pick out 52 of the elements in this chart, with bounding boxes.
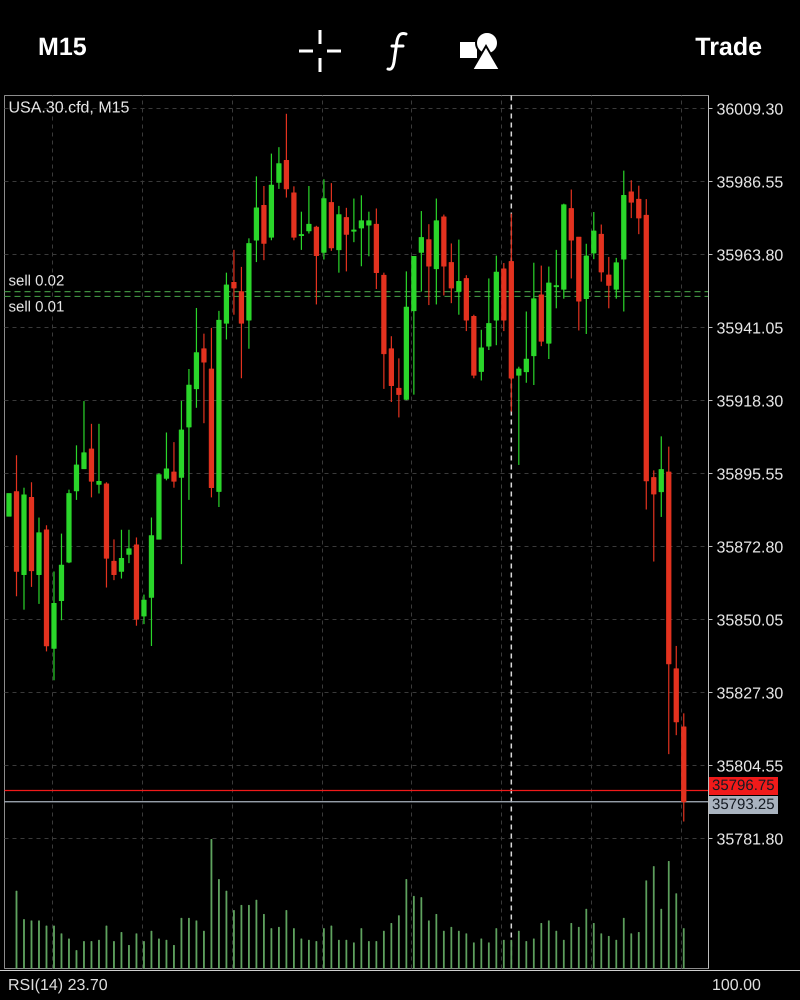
y-tick-label: 35895.55 (716, 466, 784, 484)
y-tick-label: 35963.80 (716, 247, 784, 264)
y-tick-label: 35850.05 (716, 612, 784, 630)
candlestick (231, 249, 237, 316)
candlestick (298, 211, 304, 250)
candlestick (606, 256, 612, 309)
y-tick-label: 36009.30 (716, 101, 784, 118)
candlestick (591, 211, 596, 260)
candlestick (524, 310, 529, 384)
candlestick (628, 180, 634, 219)
candlestick (81, 400, 87, 470)
candlestick (554, 249, 559, 309)
candlestick (351, 198, 356, 243)
y-tick-label: 35986.55 (716, 174, 784, 192)
ref-line-label: sell 0.01 (8, 298, 64, 316)
chart-title: USA.30.cfd, M15 (8, 100, 130, 116)
text: 100.00 (712, 976, 761, 996)
candlestick (658, 436, 664, 518)
candlestick (396, 358, 402, 418)
text: M15 (38, 32, 87, 63)
candlestick (516, 366, 522, 466)
candlestick (418, 210, 424, 292)
candlestick (651, 470, 656, 562)
text: RSI(14) 23.70 (8, 976, 108, 996)
y-tick-label: 35827.30 (716, 685, 784, 702)
candlestick (306, 185, 312, 234)
candlestick (486, 278, 492, 351)
candlestick (171, 442, 177, 488)
y-tick-label: 35804.55 (716, 758, 784, 776)
candlestick (126, 529, 132, 564)
candlestick (164, 432, 170, 481)
candlestick (366, 211, 372, 257)
ref-line-label: 35796.75 (709, 777, 778, 796)
y-tick-label: 35781.80 (716, 832, 784, 849)
candlestick (344, 207, 350, 272)
candlestick (118, 529, 124, 580)
candlestick (456, 239, 462, 316)
candlestick (141, 594, 147, 625)
ref-line-label: 35793.25 (709, 796, 778, 814)
y-tick-label: 35941.05 (716, 320, 784, 338)
ref-line-label: sell 0.02 (8, 272, 64, 290)
y-tick-label: 35872.80 (716, 539, 784, 556)
text: Trade (695, 32, 762, 63)
candlestick (111, 538, 117, 581)
candlestick (636, 185, 642, 235)
candlestick (276, 146, 282, 190)
candlestick (358, 194, 364, 267)
candlestick (201, 333, 207, 424)
y-tick-label: 35918.30 (716, 393, 784, 410)
candlestick (96, 423, 102, 494)
candlestick (6, 493, 12, 517)
candlestick (478, 329, 484, 382)
